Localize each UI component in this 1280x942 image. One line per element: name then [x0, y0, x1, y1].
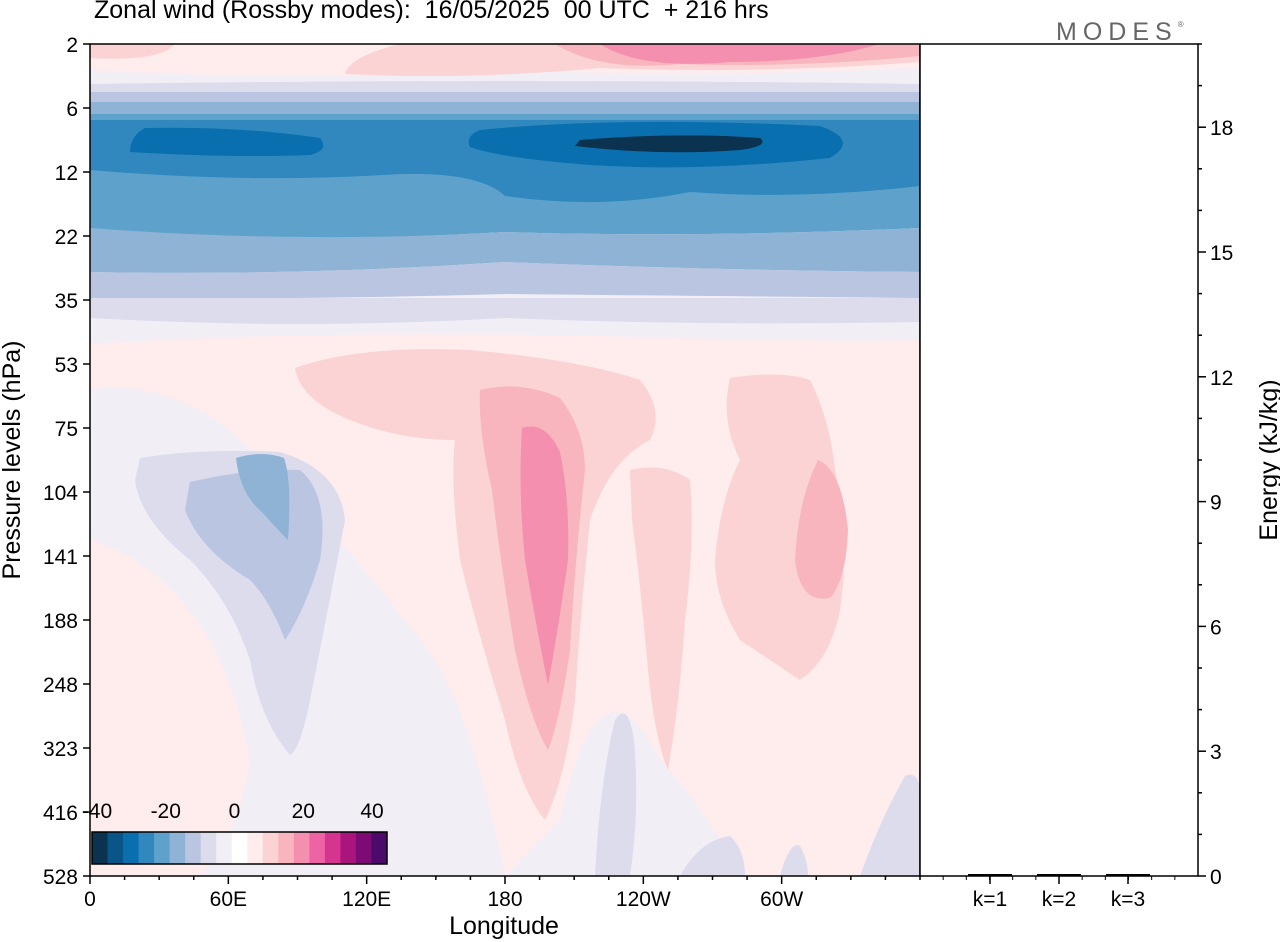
colorbar-swatch: [169, 832, 186, 864]
energy-tick-label: 0: [1210, 866, 1222, 889]
colorbar-swatch: [340, 832, 357, 864]
longitude-tick-label: 60E: [210, 888, 247, 911]
longitude-tick-label: 120E: [342, 888, 391, 911]
colorbar-swatch: [324, 832, 341, 864]
colorbar-swatch: [231, 832, 248, 864]
energy-category-label: k=3: [1111, 888, 1145, 911]
pressure-tick-label: 248: [43, 674, 78, 697]
colorbar-swatch: [107, 832, 124, 864]
pressure-tick-label: 35: [55, 290, 78, 313]
energy-category-label: k=1: [973, 888, 1007, 911]
colorbar-tick-label: 40: [360, 800, 383, 823]
pressure-tick-label: 2: [66, 34, 78, 57]
energy-tick-label: 18: [1210, 117, 1233, 140]
energy-tick-label: 3: [1210, 741, 1222, 764]
colorbar-swatch: [138, 832, 155, 864]
colorbar-swatch: [123, 832, 140, 864]
colorbar-tick-label: 0: [229, 800, 241, 823]
energy-bar: [1106, 874, 1150, 876]
pressure-tick-label: 75: [55, 418, 78, 441]
pressure-tick-label: 53: [55, 354, 78, 377]
longitude-tick-label: 180: [487, 888, 522, 911]
colorbar-swatch: [216, 832, 233, 864]
energy-panel-frame: [919, 43, 1199, 877]
colorbar-tick-label: 20: [292, 800, 315, 823]
energy-bar: [968, 874, 1012, 876]
colorbar-swatch: [92, 832, 109, 864]
colorbar-swatch: [262, 832, 279, 864]
pressure-axis: 2 6 12 22 35 53 75 104 141 188 248 323 416 528: [43, 34, 90, 889]
colorbar-swatch: [309, 832, 326, 864]
chart-title: Zonal wind (Rossby modes): 16/05/2025 00…: [94, 0, 769, 24]
energy-tick-label: 9: [1210, 492, 1222, 515]
pressure-tick-label: 6: [66, 98, 78, 121]
longitude-tick-label: 120W: [616, 888, 671, 911]
longitude-tick-label: 0: [84, 888, 96, 911]
energy-tick-label: 15: [1210, 242, 1233, 265]
energy-bar: [1037, 874, 1081, 876]
colorbar-swatch: [293, 832, 310, 864]
pressure-tick-label: 323: [43, 738, 78, 761]
colorbar-swatch: [355, 832, 372, 864]
colorbar-legend: -40 -20 0 20 40: [82, 800, 388, 865]
pressure-tick-label: 188: [43, 610, 78, 633]
longitude-axis: 0 60E 120E 180 120W 60W: [84, 876, 921, 911]
pressure-tick-label: 104: [43, 482, 78, 505]
colorbar-swatch: [200, 832, 217, 864]
colorbar-swatch: [371, 832, 388, 864]
energy-axis-title: Energy (kJ/kg): [1255, 379, 1280, 540]
pressure-tick-label: 141: [43, 546, 78, 569]
colorbar-swatch: [278, 832, 295, 864]
energy-axis: 0 3 6 9 12 15 18: [942, 43, 1233, 889]
pressure-tick-label: 416: [43, 802, 78, 825]
colorbar-swatch: [154, 832, 171, 864]
zonal-wind-heatmap: [90, 44, 920, 876]
pressure-tick-label: 528: [43, 866, 78, 889]
energy-tick-label: 12: [1210, 367, 1233, 390]
energy-tick-label: 6: [1210, 616, 1222, 639]
colorbar-tick-label: -40: [82, 800, 112, 823]
longitude-tick-label: 60W: [760, 888, 803, 911]
y-axis-title: Pressure levels (hPa): [0, 341, 26, 580]
modes-logo: MODES®: [1056, 18, 1184, 47]
brand-registered-mark: ®: [1177, 19, 1184, 29]
energy-bars: k=1 k=2 k=3: [968, 874, 1150, 911]
pressure-tick-label: 12: [55, 162, 78, 185]
colorbar-swatch: [185, 832, 202, 864]
pressure-tick-label: 22: [55, 226, 78, 249]
colorbar-frame: [91, 831, 388, 865]
x-axis-title: Longitude: [449, 912, 559, 940]
energy-category-label: k=2: [1042, 888, 1076, 911]
brand-text: MODES: [1056, 18, 1178, 46]
colorbar-tick-label: -20: [151, 800, 181, 823]
colorbar-swatch: [247, 832, 264, 864]
